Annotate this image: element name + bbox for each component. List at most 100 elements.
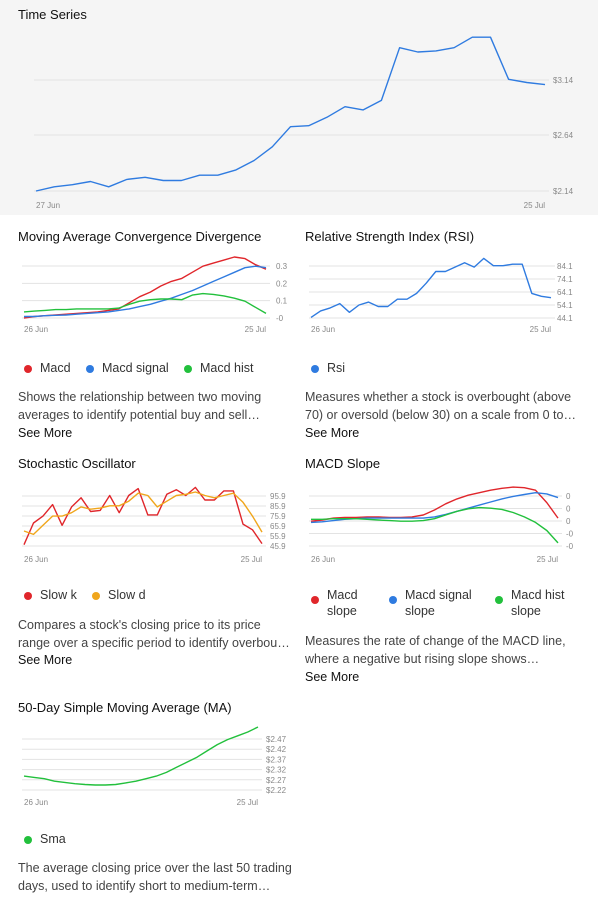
legend-label: Rsi [327,361,346,375]
legend-dot [311,596,319,604]
legend-item-macd-slope[interactable]: Macd slope [311,587,358,619]
stochastic-y-tick-label: 75.9 [270,512,286,521]
macd-series-macd-hist [23,292,267,315]
macd-slope-x-tick-label: 26 Jun [311,555,335,564]
stochastic-y-tick-label: 45.9 [270,542,286,551]
macd-y-tick-label: 0.1 [276,297,288,306]
macd-slope-see-more-link[interactable]: See More [305,670,360,684]
rsi-y-tick-label: 44.1 [557,314,573,323]
legend-item-macd[interactable]: Macd [24,361,71,375]
legend-item-sma[interactable]: Sma [24,832,66,846]
time-series-x-tick-label: 25 Jul [524,201,546,210]
stochastic-legend: Slow k Slow d [24,588,224,608]
legend-label: Macd slope [327,588,358,618]
legend-item-slow-d[interactable]: Slow d [92,588,146,602]
legend-dot [184,365,192,373]
legend-label: Slow k [40,588,77,602]
time-series-title: Time Series [18,7,87,22]
macd-x-tick-label: 26 Jun [24,325,48,334]
time-series-y-tick-label: $3.14 [553,76,574,85]
macd-description: Shows the relationship between two movin… [18,390,262,422]
legend-item-slow-k[interactable]: Slow k [24,588,77,602]
time-series-x-tick-label: 27 Jun [36,201,60,210]
legend-item-macd-signal[interactable]: Macd signal [86,361,169,375]
time-series-y-tick-label: $2.14 [553,187,574,196]
macd-y-tick-label: 0.2 [276,279,288,288]
stochastic-series-slow-k [23,486,263,545]
macd-slope-y-tick-label: -0 [566,542,574,551]
legend-item-macd-hist-slope[interactable]: Macd hist slope [495,587,565,619]
legend-dot [495,596,503,604]
legend-dot [24,836,32,844]
macd-slope-x-tick-label: 25 Jul [537,555,559,564]
stochastic-x-tick-label: 26 Jun [24,555,48,564]
legend-label: Macd hist [200,361,254,375]
macd-slope-series-macd-slope [310,486,559,522]
macd-y-tick-label: -0 [276,314,284,323]
rsi-x-tick-label: 25 Jul [530,325,552,334]
macd-slope-series-macd-hist-slope [311,506,559,544]
stochastic-see-more-link[interactable]: See More [18,653,73,667]
rsi-y-tick-label: 54.1 [557,301,573,310]
legend-label: Slow d [108,588,146,602]
macd-slope-description: Measures the rate of change of the MACD … [305,634,566,666]
macd-see-more-link[interactable]: See More [18,426,73,440]
sma-legend: Sma [24,832,124,852]
macd-legend: Macd Macd signal Macd hist [24,361,294,381]
sma-y-tick-label: $2.27 [266,776,287,785]
rsi-y-tick-label: 84.1 [557,262,573,271]
stochastic-series-slow-d [23,491,263,536]
sma-y-tick-label: $2.37 [266,755,287,764]
legend-label: Sma [40,832,66,846]
stochastic-y-tick-label: 65.9 [270,522,286,531]
time-series-y-tick-label: $2.64 [553,131,574,140]
rsi-series-rsi [310,257,552,318]
rsi-y-tick-label: 74.1 [557,275,573,284]
rsi-title: Relative Strength Index (RSI) [305,229,475,244]
legend-dot [24,592,32,600]
sma-y-tick-label: $2.47 [266,735,287,744]
sma-y-tick-label: $2.42 [266,745,287,754]
rsi-x-tick-label: 26 Jun [311,325,335,334]
legend-dot [24,365,32,373]
legend-label: Macd signal [102,361,169,375]
rsi-y-tick-label: 64.1 [557,288,573,297]
stochastic-title: Stochastic Oscillator [18,456,136,471]
sma-description: The average closing price over the last … [18,861,292,893]
macd-series-macd [23,256,267,319]
macd-slope-legend: Macd slope Macd signal slope Macd hist slop… [311,587,591,623]
macd-y-tick-label: 0.3 [276,262,288,271]
legend-label: Macd [40,361,71,375]
legend-item-macd-hist[interactable]: Macd hist [184,361,254,375]
stochastic-y-tick-label: 95.9 [270,492,286,501]
macd-slope-y-tick-label: 0 [566,505,571,514]
macd-slope-title: MACD Slope [305,456,381,471]
macd-x-tick-label: 25 Jul [245,325,267,334]
stochastic-y-tick-label: 85.9 [270,502,286,511]
legend-label: Macd signal slope [405,588,472,618]
stochastic-x-tick-label: 25 Jul [241,555,263,564]
legend-dot [92,592,100,600]
legend-dot [389,596,397,604]
sma-title: 50-Day Simple Moving Average (MA) [18,700,232,715]
sma-x-tick-label: 26 Jun [24,798,48,807]
sma-x-tick-label: 25 Jul [237,798,259,807]
macd-title: Moving Average Convergence Divergence [18,229,262,244]
rsi-legend: Rsi [311,361,411,381]
stochastic-description: Compares a stock's closing price to its … [18,618,295,650]
time-series-chart: $3.14 $2.64 $2.14 27 Jun 25 Jul [34,36,574,210]
sma-y-tick-label: $2.32 [266,766,287,775]
legend-item-rsi[interactable]: Rsi [311,361,345,375]
time-series-series-line [35,36,546,192]
macd-slope-y-tick-label: 0 [566,492,571,501]
rsi-see-more-link[interactable]: See More [305,426,360,440]
time-series-card [0,0,598,215]
legend-dot [311,365,319,373]
sma-series-sma [23,726,259,786]
legend-label: Macd hist slope [511,588,565,618]
macd-slope-y-tick-label: -0 [566,530,574,539]
legend-item-macd-signal-slope[interactable]: Macd signal slope [389,587,472,619]
rsi-description: Measures whether a stock is overbought (… [305,390,572,422]
macd-slope-y-tick-label: 0 [566,517,571,526]
